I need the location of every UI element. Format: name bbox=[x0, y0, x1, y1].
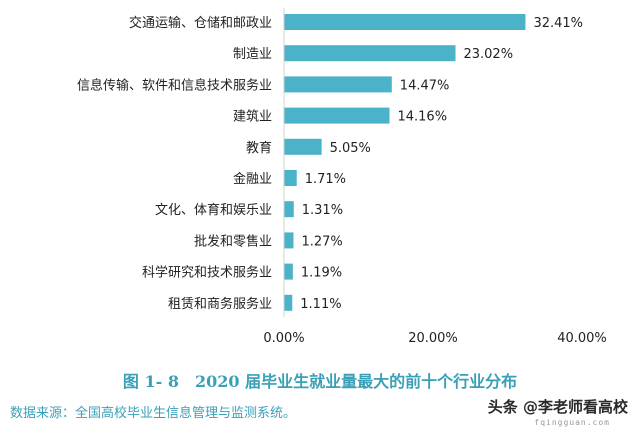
category-label: 文化、体育和娱乐业 bbox=[155, 202, 272, 218]
bars bbox=[284, 14, 526, 311]
bar bbox=[284, 294, 293, 311]
x-tick-label: 0.00% bbox=[263, 331, 304, 346]
value-label: 1.19% bbox=[301, 266, 342, 281]
value-label: 1.11% bbox=[300, 297, 341, 312]
category-labels: 交通运输、仓储和邮政业制造业信息传输、软件和信息技术服务业建筑业教育金融业文化、… bbox=[77, 15, 272, 312]
category-label: 制造业 bbox=[233, 47, 272, 62]
value-labels: 32.41% 23.02% 14.47% 14.16% 5.05% 1.71% 1.31% 1… bbox=[300, 16, 583, 312]
value-label: 32.41% bbox=[533, 16, 583, 31]
x-tick-label: 20.00% bbox=[408, 331, 458, 346]
category-label: 建筑业 bbox=[233, 109, 272, 125]
figure-caption: 图 1- 8 2020 届毕业生就业量最大的前十个行业分布 bbox=[122, 372, 518, 391]
x-tick-label: 40.00% bbox=[557, 331, 607, 346]
x-tick-labels: 0.00% 20.00% 40.00% bbox=[263, 331, 606, 346]
bar bbox=[284, 170, 297, 186]
watermark: 头条 @李老师看高校 bbox=[487, 398, 628, 416]
data-source-note: 数据来源：全国高校毕业生信息管理与监测系统。 bbox=[10, 406, 297, 421]
bar bbox=[284, 45, 456, 62]
watermark-url: fqingguan.com bbox=[534, 418, 610, 427]
value-label: 14.16% bbox=[397, 110, 447, 125]
bar bbox=[284, 107, 390, 124]
category-label: 交通运输、仓储和邮政业 bbox=[129, 15, 272, 31]
category-label: 科学研究和技术服务业 bbox=[142, 265, 272, 281]
bar bbox=[284, 76, 392, 93]
value-label: 1.71% bbox=[305, 172, 346, 187]
category-label: 租赁和商务服务业 bbox=[168, 296, 272, 312]
bar bbox=[284, 232, 294, 249]
bar bbox=[284, 263, 293, 280]
bar-chart: 交通运输、仓储和邮政业制造业信息传输、软件和信息技术服务业建筑业教育金融业文化、… bbox=[77, 8, 607, 346]
value-label: 14.47% bbox=[400, 78, 450, 93]
bar bbox=[284, 14, 526, 30]
bar bbox=[284, 138, 322, 155]
value-label: 23.02% bbox=[463, 47, 513, 62]
category-label: 批发和零售业 bbox=[194, 233, 272, 249]
bar bbox=[284, 201, 294, 218]
value-label: 1.27% bbox=[301, 234, 342, 249]
category-label: 金融业 bbox=[233, 171, 272, 187]
value-label: 1.31% bbox=[302, 203, 343, 218]
category-label: 信息传输、软件和信息技术服务业 bbox=[77, 77, 272, 93]
value-label: 5.05% bbox=[330, 141, 371, 156]
category-label: 教育 bbox=[246, 140, 272, 156]
